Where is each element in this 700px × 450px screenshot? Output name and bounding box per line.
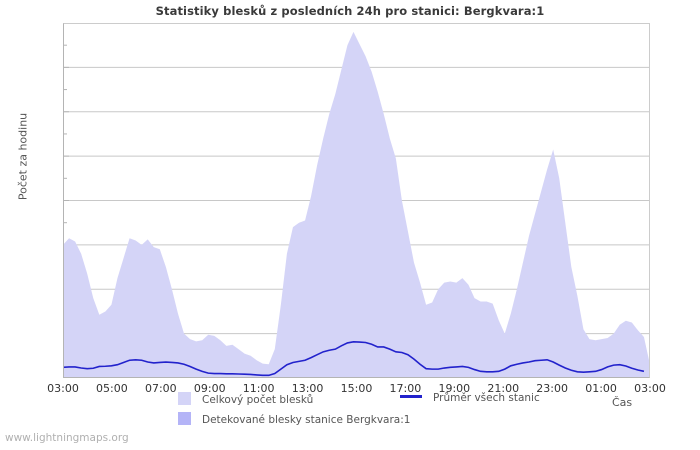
legend-label-average: Průměr všech stanic	[433, 392, 540, 404]
legend-line-average	[400, 395, 422, 398]
x-tick-label: 19:00	[438, 382, 471, 395]
x-tick-label: 17:00	[389, 382, 422, 395]
legend-label-station: Detekované blesky stanice Bergkvara:1	[202, 414, 411, 426]
x-tick-label: 09:00	[193, 382, 226, 395]
y-axis-label: Počet za hodinu	[16, 112, 30, 201]
x-tick-label: 01:00	[585, 382, 617, 395]
footer-attribution: www.lightningmaps.org	[5, 432, 129, 444]
legend-swatch-total-area	[178, 392, 191, 405]
chart-title: Statistiky blesků z posledních 24h pro s…	[155, 4, 545, 18]
x-tick-label: 13:00	[291, 382, 324, 395]
plot-svg	[63, 23, 650, 378]
average-stations-line	[63, 341, 645, 377]
legend-swatch-station-area	[178, 412, 191, 425]
x-tick-label: 03:00	[634, 382, 666, 395]
legend-item-total: Celkový počet blesků	[178, 392, 313, 406]
total-lightning-area	[63, 31, 650, 378]
chart-legend: Celkový počet blesků Detekované blesky s…	[0, 390, 700, 430]
legend-item-station: Detekované blesky stanice Bergkvara:1	[178, 412, 410, 426]
x-tick-label: 11:00	[242, 382, 275, 395]
plot-area	[63, 23, 650, 378]
x-tick-label: 23:00	[536, 382, 569, 395]
x-axis-label: Čas	[612, 396, 633, 409]
x-tick-label: 07:00	[144, 382, 177, 395]
x-tick-label: 05:00	[96, 382, 128, 395]
x-tick-label: 15:00	[340, 382, 373, 395]
x-tick-label: 21:00	[487, 382, 520, 395]
legend-label-total: Celkový počet blesků	[202, 394, 314, 406]
legend-item-average: Průměr všech stanic	[400, 392, 540, 404]
x-tick-label: 03:00	[47, 382, 79, 395]
